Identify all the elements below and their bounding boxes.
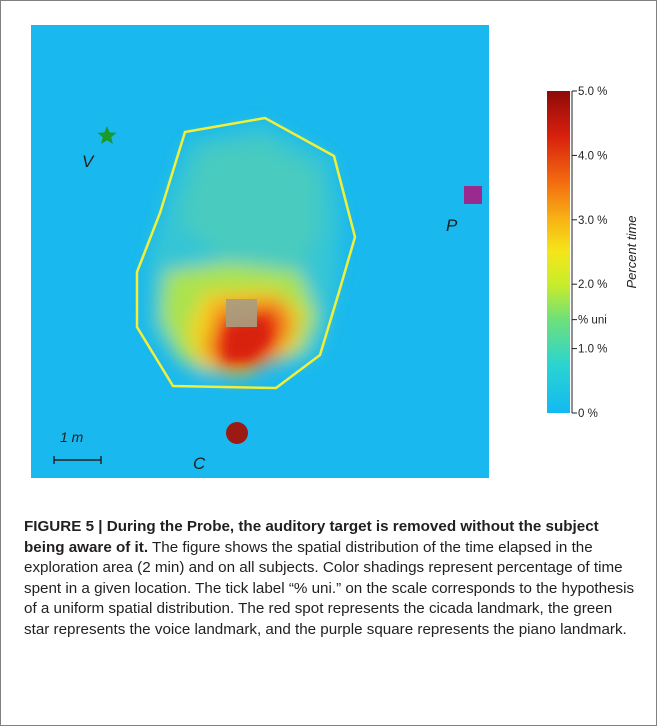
purple-square-icon xyxy=(464,186,482,204)
colorbar-title: Percent time xyxy=(624,216,639,289)
colorbar-tick-label: 3.0 % xyxy=(578,215,607,227)
scale-bar: 1 m xyxy=(53,429,102,464)
colorbar-tick-label: 5.0 % xyxy=(578,86,607,98)
piano-landmark: P xyxy=(446,186,482,235)
colorbar-tick-label: 1.0 % xyxy=(578,344,607,356)
figure-graphic: V P C 1 m 5.0 % 4.0 % 3.0 % 2.0 % % uni 1.0 %… xyxy=(31,25,639,478)
colorbar: 5.0 % 4.0 % 3.0 % 2.0 % % uni 1.0 % 0 % Percen… xyxy=(547,86,639,420)
caption-body: The figure shows the spatial distributio… xyxy=(24,538,635,638)
colorbar-tick-label: % uni xyxy=(578,315,607,327)
piano-label: P xyxy=(446,216,458,235)
colorbar-tick-label: 0 % xyxy=(578,408,598,420)
colorbar-gradient xyxy=(547,91,570,413)
exploration-boundary xyxy=(135,116,357,390)
caption-heading: FIGURE 5 | During the Probe, the auditor… xyxy=(24,518,599,556)
colorbar-tick-label: 2.0 % xyxy=(578,279,607,291)
colorbar-ticks: 5.0 % 4.0 % 3.0 % 2.0 % % uni 1.0 % 0 % xyxy=(572,86,607,420)
heatmap xyxy=(31,25,489,478)
figure: V P C 1 m 5.0 % 4.0 % 3.0 % 2.0 % % uni 1.0 %… xyxy=(31,25,639,478)
green-star-icon xyxy=(97,126,117,144)
cicada-label: C xyxy=(193,454,206,473)
probe-target-square xyxy=(226,299,257,327)
red-circle-icon xyxy=(226,422,248,444)
figure-caption: FIGURE 5 | During the Probe, the auditor… xyxy=(24,517,636,641)
colorbar-tick-label: 4.0 % xyxy=(578,150,607,162)
cicada-landmark: C xyxy=(193,422,248,473)
voice-label: V xyxy=(82,152,95,171)
voice-landmark: V xyxy=(82,126,117,171)
scale-bar-label: 1 m xyxy=(60,429,84,445)
